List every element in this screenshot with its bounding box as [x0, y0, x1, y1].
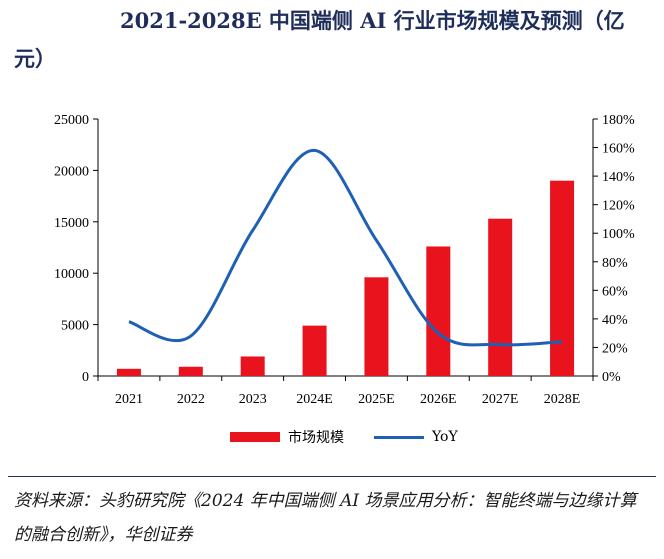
x-tick-label: 2028E: [544, 392, 581, 407]
left-tick-label: 0: [82, 370, 89, 385]
source-note: 资料来源：头豹研究院《2024 年中国端侧 AI 场景应用分析：智能终端与边缘计…: [14, 491, 637, 545]
legend-bar-swatch: [230, 432, 280, 442]
x-tick-label: 2025E: [358, 392, 395, 407]
bar-series: [116, 180, 575, 376]
x-axis: 2021 2022 2023 2024E 2025E 2026E 2027E 2028E: [97, 375, 594, 407]
right-tick-label: 180%: [602, 113, 635, 128]
right-tick-label: 80%: [602, 256, 628, 271]
right-tick-label: 20%: [602, 341, 628, 356]
bar: [116, 368, 141, 376]
left-tick-label: 10000: [54, 267, 89, 282]
yoy-line: [128, 148, 563, 347]
left-y-axis: 0 5000 10000 15000 20000 25000: [54, 113, 99, 385]
right-tick-label: 100%: [602, 227, 635, 242]
bar: [240, 356, 265, 376]
bar: [426, 246, 451, 376]
right-tick-label: 120%: [602, 199, 635, 214]
right-y-axis: 0% 20% 40% 60% 80% 100% 120% 140% 160% 180%: [592, 113, 635, 385]
legend-label-market: 市场规模: [288, 430, 344, 446]
left-tick-label: 5000: [61, 319, 89, 334]
right-tick-label: 60%: [602, 284, 628, 299]
x-tick-label: 2027E: [482, 392, 519, 407]
right-tick-label: 0%: [602, 370, 621, 385]
bar: [488, 218, 513, 376]
yoy-line-series: [128, 148, 563, 347]
x-tick-label: 2026E: [420, 392, 457, 407]
bar: [550, 180, 575, 376]
legend-line-swatch: [374, 435, 424, 439]
right-tick-label: 160%: [602, 142, 635, 157]
legend-item-market: 市场规模: [230, 427, 344, 447]
left-tick-label: 15000: [54, 216, 89, 231]
x-tick-label: 2023: [239, 392, 267, 407]
bar: [178, 366, 203, 376]
x-tick-label: 2022: [177, 392, 205, 407]
bar: [364, 277, 389, 376]
x-tick-label: 2021: [115, 392, 143, 407]
x-tick-label: 2024E: [296, 392, 333, 407]
chart-title: 2021-2028E 中国端侧 AI 行业市场规模及预测（亿元）: [14, 8, 625, 71]
legend-label-yoy: YoY: [432, 429, 458, 445]
divider-line: [8, 476, 656, 477]
combo-chart: 0 5000 10000 15000 20000 25000 0% 20% 40% 60% 80%…: [54, 113, 635, 407]
bar: [302, 325, 327, 376]
right-tick-label: 140%: [602, 170, 635, 185]
right-tick-label: 40%: [602, 313, 628, 328]
left-tick-label: 25000: [54, 113, 89, 128]
legend: 市场规模 YoY: [230, 426, 488, 448]
left-tick-label: 20000: [54, 164, 89, 179]
legend-item-yoy: YoY: [374, 429, 458, 445]
